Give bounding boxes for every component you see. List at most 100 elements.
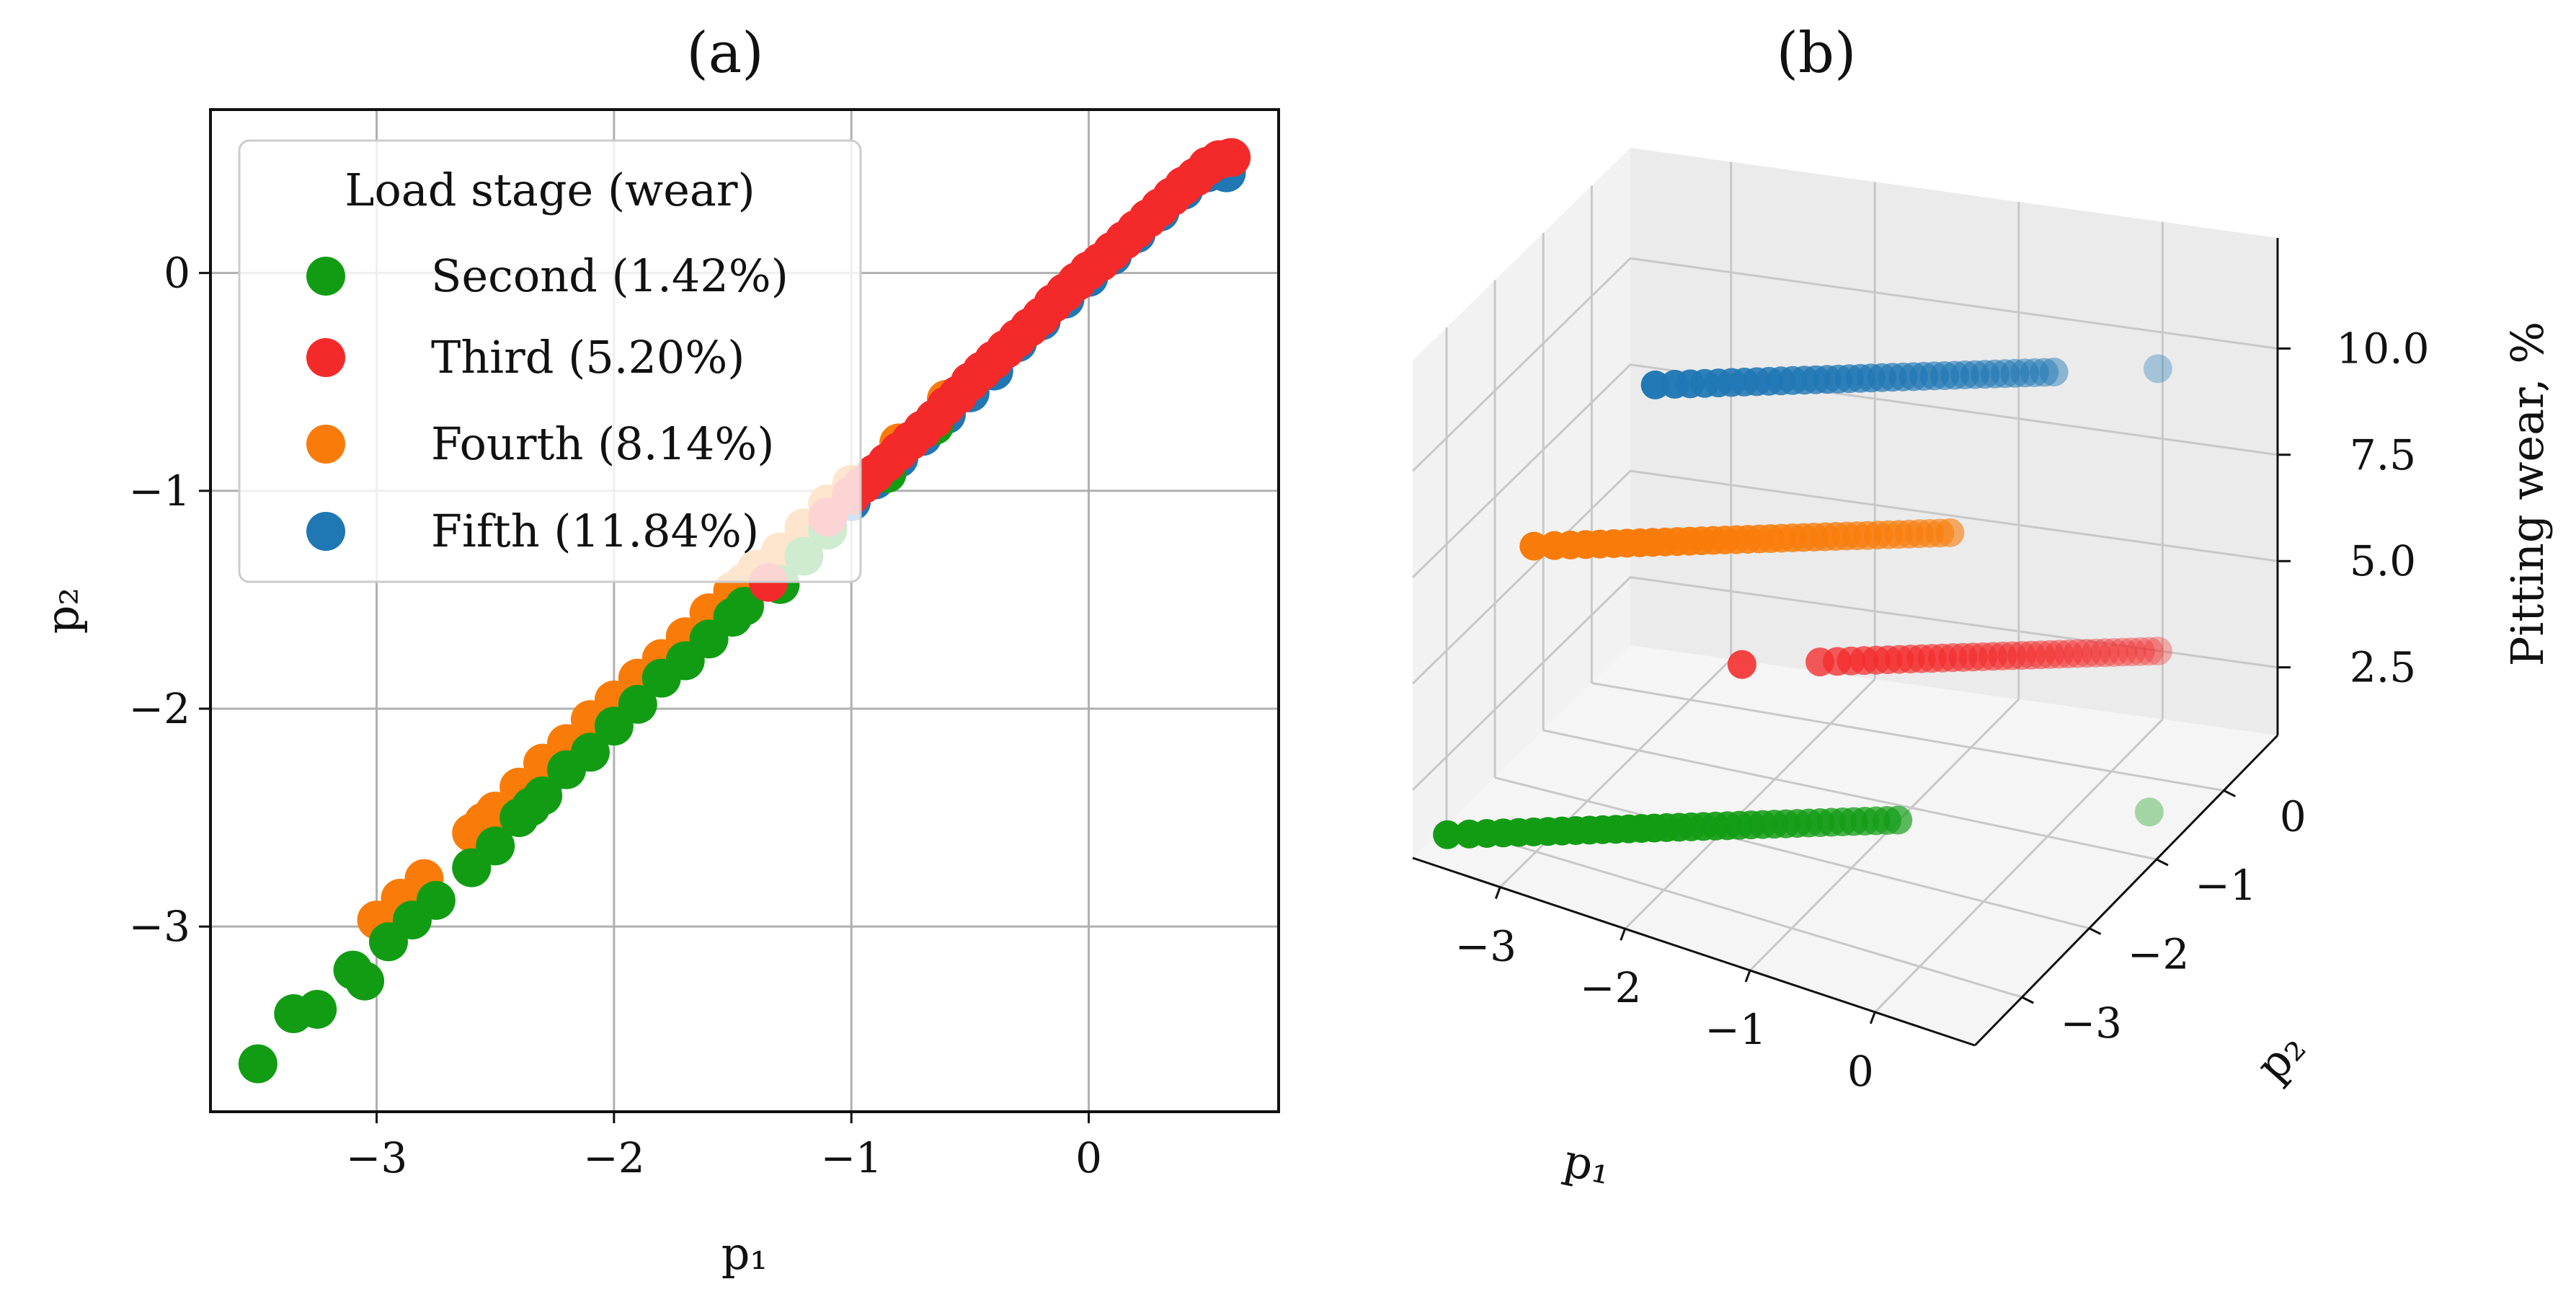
b-ytick-label: −1 xyxy=(2195,861,2257,910)
b-point xyxy=(2045,639,2074,669)
b-yaxis-line xyxy=(1973,734,2279,1047)
panel-a-ticks: −3 −2 −1 0 −3 −2 −1 0 xyxy=(129,249,1102,1182)
b-grid-x-floor xyxy=(1749,698,2020,972)
a-xtick-label: −1 xyxy=(820,1133,882,1182)
panel-a-xlabel: p₁ xyxy=(721,1227,768,1280)
b-point xyxy=(1727,650,1756,679)
panel-b-axes: −3−2−10−3−2−102.55.07.510.0 xyxy=(1412,238,2430,1096)
b-xtick-mark xyxy=(1494,886,1501,899)
b-point xyxy=(2090,638,2120,668)
b-point xyxy=(1454,819,1484,849)
panel-b-ylabel: p₂ xyxy=(2245,1022,2315,1092)
panel-a-points xyxy=(238,138,1251,1084)
legend: Load stage (wear) Second (1.42%) Third (… xyxy=(238,139,862,583)
panel-a-frame xyxy=(209,108,1280,1113)
b-grid-z xyxy=(1411,257,2278,472)
b-point xyxy=(2143,354,2172,384)
panel-b-points xyxy=(1433,354,2172,849)
b-point xyxy=(2134,797,2164,827)
b-xaxis-line xyxy=(1412,857,1976,1047)
b-grid-x-floor xyxy=(1624,678,1876,930)
b-grid-y-floor xyxy=(1446,823,2022,999)
panel-b-title: (b) xyxy=(1777,21,1857,86)
panel-a-ylabel: p₂ xyxy=(36,588,89,634)
b-grid-x-floor xyxy=(1499,658,1732,888)
b-grid-y-floor xyxy=(1542,729,2157,861)
b-xtick-mark xyxy=(1869,1012,1876,1024)
b-ytick-mark xyxy=(2156,858,2169,867)
b-point xyxy=(1519,531,1549,561)
a-point xyxy=(725,586,764,626)
b-ytick-label: −3 xyxy=(2061,999,2123,1048)
b-point xyxy=(2117,637,2146,667)
a-point xyxy=(1212,138,1251,177)
b-ytick-mark xyxy=(2021,996,2035,1004)
a-ytick-label: −3 xyxy=(129,902,191,951)
a-xtick-label: −2 xyxy=(583,1133,645,1182)
b-grid-y-floor xyxy=(1591,681,2224,792)
b-point xyxy=(2063,639,2092,668)
panel-b-panes xyxy=(1413,148,2278,1045)
panel-a-2d-scatter: (a) −3 −2 −1 0 −3 −2 −1 0 p₁ p₂ Load stage (wea… xyxy=(36,21,1280,1280)
b-ztick-label: 2.5 xyxy=(2350,643,2416,692)
a-point xyxy=(476,826,515,866)
b-point xyxy=(2126,637,2155,666)
a-point xyxy=(618,684,657,724)
b-point xyxy=(1433,820,1462,849)
a-point xyxy=(416,880,456,920)
b-point xyxy=(2143,636,2172,665)
a-point xyxy=(238,1044,277,1084)
a-point xyxy=(345,961,385,1001)
a-xtick-label: 0 xyxy=(1075,1133,1102,1182)
legend-label-fifth: Fifth (11.84%) xyxy=(431,505,759,557)
panel-b-zlabel: Pitting wear, % xyxy=(2501,322,2554,666)
legend-marker-fifth xyxy=(306,512,345,551)
b-point xyxy=(2099,637,2128,667)
b-grid-y-floor xyxy=(1494,776,2090,930)
legend-marker-third xyxy=(306,338,345,377)
legend-label-second: Second (1.42%) xyxy=(431,249,789,302)
a-point xyxy=(570,733,610,772)
b-pane-left xyxy=(1413,148,1630,858)
b-grid-z xyxy=(1411,469,2278,685)
b-point xyxy=(1806,647,1835,677)
legend-label-fourth: Fourth (8.14%) xyxy=(431,417,774,470)
b-point xyxy=(2134,637,2164,666)
panel-b-xlabel: p₁ xyxy=(1559,1134,1615,1195)
b-xtick-mark xyxy=(1744,970,1751,983)
b-point xyxy=(2108,637,2138,667)
panel-b-3d-scatter: (b) −3−2−10−3−2−102.55.07.510.0 p₁ p₂ Pi… xyxy=(1411,21,2554,1195)
b-point xyxy=(1640,370,1670,399)
b-grid-z xyxy=(1411,363,2278,578)
b-grid-z xyxy=(1411,576,2278,791)
b-xtick-label: 0 xyxy=(1847,1047,1874,1096)
legend-box xyxy=(238,139,862,583)
b-xtick-label: −1 xyxy=(1705,1005,1767,1054)
b-ztick-label: 5.0 xyxy=(2350,536,2416,585)
b-xtick-mark xyxy=(1620,928,1627,941)
panel-a-title: (a) xyxy=(686,21,763,86)
legend-label-third: Third (5.20%) xyxy=(431,331,745,384)
a-ytick-label: −2 xyxy=(129,684,191,733)
b-ztick-label: 7.5 xyxy=(2350,430,2416,479)
b-point xyxy=(2054,639,2084,668)
b-ytick-label: −2 xyxy=(2128,930,2190,979)
b-pane-floor xyxy=(1413,645,2278,1045)
b-point xyxy=(2081,638,2110,668)
panel-b-grid xyxy=(1411,161,2278,1013)
b-ytick-mark xyxy=(2088,927,2102,935)
a-xtick-label: −3 xyxy=(346,1133,408,1182)
b-xtick-label: −3 xyxy=(1455,921,1517,970)
a-ytick-label: −1 xyxy=(129,466,191,515)
b-ytick-mark xyxy=(2223,789,2237,797)
b-point xyxy=(2072,639,2102,668)
legend-title: Load stage (wear) xyxy=(345,164,755,216)
a-point xyxy=(298,989,337,1029)
b-grid-x-floor xyxy=(1874,718,2164,1013)
b-point xyxy=(1540,531,1569,560)
legend-marker-fourth xyxy=(306,425,345,464)
legend-marker-second xyxy=(306,257,345,296)
b-ztick-label: 10.0 xyxy=(2336,324,2429,373)
b-xtick-label: −2 xyxy=(1580,963,1642,1012)
